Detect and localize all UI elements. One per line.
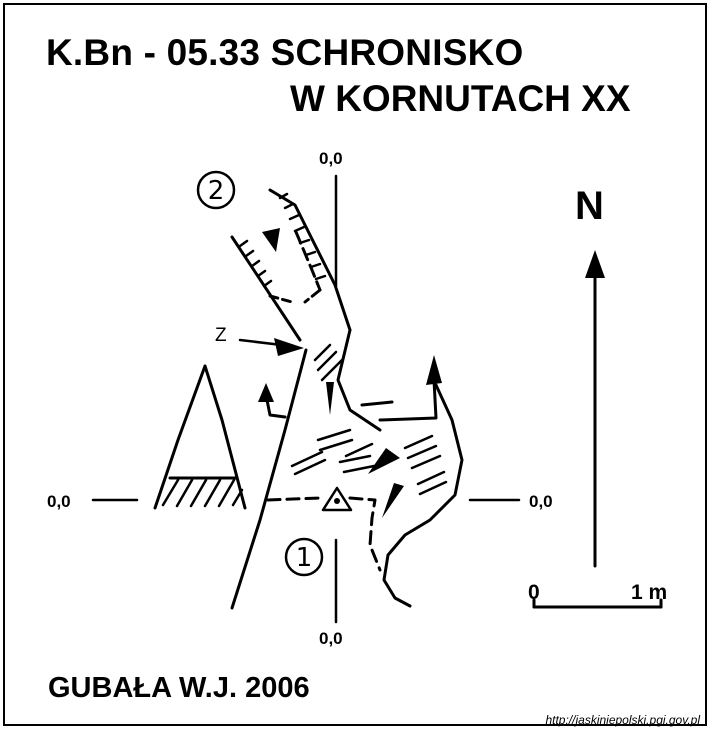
reference-label-left: 0,0 — [47, 492, 71, 511]
rock-hatching — [161, 478, 244, 508]
dip-triangle-3 — [368, 448, 400, 474]
cave-title-line-2: W KORNUTACH XX — [290, 78, 631, 119]
author-credit: GUBAŁA W.J. 2006 — [48, 672, 310, 704]
east-wall-upper — [360, 400, 394, 407]
scale-start-label: 0 — [528, 581, 540, 604]
north-arrow-head — [585, 250, 605, 278]
entrance-arrow-head — [274, 338, 304, 356]
entrance-2-number: 2 — [208, 176, 225, 206]
survey-point-dot — [334, 498, 340, 504]
dip-triangle-4 — [382, 483, 404, 518]
small-return-arrowhead — [258, 383, 274, 402]
entrance-marker-label: Z — [215, 325, 227, 346]
scale-bar — [532, 598, 663, 609]
entrance-2-circle — [196, 170, 236, 210]
east-wall — [382, 383, 464, 608]
north-label: N — [575, 184, 604, 228]
upper-chamber-walls — [230, 188, 382, 432]
entrance-1-number: 1 — [296, 543, 313, 573]
passage-arrowhead — [426, 355, 442, 385]
east-wall-step — [378, 378, 438, 422]
slope-ticks — [238, 192, 327, 288]
dip-triangle-2 — [326, 382, 334, 415]
reference-label-bottom: 0,0 — [319, 629, 343, 648]
scale-end-label: 1 m — [631, 581, 668, 604]
reference-label-right: 0,0 — [529, 492, 553, 511]
west-wall — [230, 348, 308, 610]
cave-title-line-1: K.Bn - 05.33 SCHRONISKO — [46, 32, 524, 73]
reference-label-top: 0,0 — [319, 149, 343, 168]
sediment-hatching — [290, 343, 448, 496]
map-frame — [3, 3, 707, 726]
dip-triangle-1 — [262, 228, 280, 252]
drip-line — [266, 496, 382, 572]
source-url[interactable]: http://jaskiniepolski.pgi.gov.pl — [545, 713, 700, 727]
reference-cross — [91, 174, 521, 624]
rock-outcrop — [153, 364, 247, 510]
entrance-1-circle — [284, 537, 324, 577]
survey-point-triangle — [321, 486, 353, 512]
